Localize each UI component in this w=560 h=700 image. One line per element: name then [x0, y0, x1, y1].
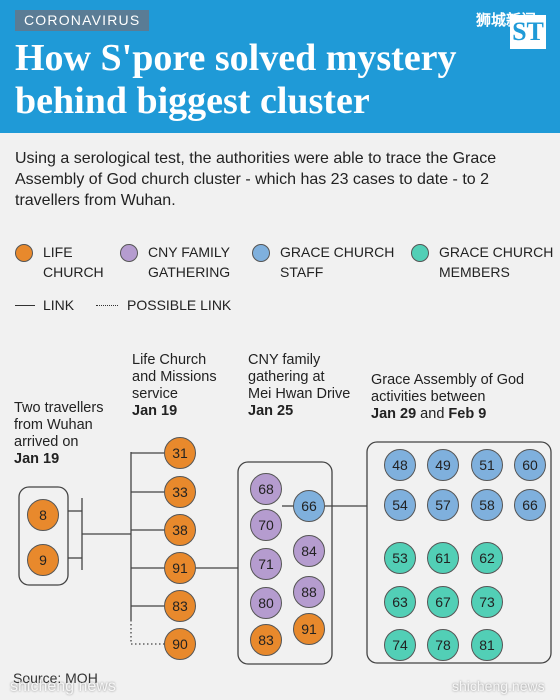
grace-staff-case-57-circle	[427, 489, 459, 521]
grace-member-case-67-circle	[427, 586, 459, 618]
cny-case-91-label: 91	[301, 621, 317, 637]
grace-staff-case-51-label: 51	[479, 457, 495, 473]
grace-staff-case-58-label: 58	[479, 497, 495, 513]
cny-case-68-circle	[250, 473, 282, 505]
cny-case-68-label: 68	[258, 481, 274, 497]
grace-staff-case-57-label: 57	[435, 497, 451, 513]
grace-member-case-62-circle	[471, 542, 503, 574]
cny-staff-case-66-circle	[293, 490, 325, 522]
stage-grace-label: Grace Assembly of God activities between …	[371, 372, 525, 422]
watermark-left: shicheng news	[10, 678, 116, 695]
grace-member-case-73-circle	[471, 586, 503, 618]
grace-staff-case-58-circle	[471, 489, 503, 521]
grace-staff-case-48-circle	[384, 449, 416, 481]
grace-staff-legend-icon	[252, 244, 270, 262]
cny-case-71-label: 71	[258, 556, 274, 572]
grace-staff-case-48-label: 48	[392, 457, 408, 473]
legend-grace-members: GRACE CHURCH MEMBERS	[439, 244, 554, 280]
case-8-circle	[27, 499, 59, 531]
stage-life-church-label: Life Church and Missions service Jan 19	[132, 352, 217, 419]
grace-member-case-74-label: 74	[392, 637, 408, 653]
cny-case-70-circle	[250, 509, 282, 541]
legend-cny-family: CNY FAMILY GATHERING	[148, 244, 231, 280]
life-church-case-38-label: 38	[172, 522, 188, 538]
case-8-label: 8	[39, 507, 47, 523]
intro-text: Using a serological test, the authoritie…	[15, 150, 497, 209]
grace-box	[366, 441, 552, 664]
life-church-case-90-label: 90	[172, 636, 188, 652]
cny-case-83-circle	[250, 624, 282, 656]
link-line-icon	[15, 305, 35, 306]
grace-staff-case-66-label: 66	[522, 497, 538, 513]
grace-member-case-73-label: 73	[479, 594, 495, 610]
legend-grace-staff: GRACE CHURCH STAFF	[280, 244, 395, 280]
cny-case-70-label: 70	[258, 517, 274, 533]
grace-staff-case-54-circle	[384, 489, 416, 521]
grace-member-case-62-label: 62	[479, 550, 495, 566]
life-church-case-90-circle	[164, 628, 196, 660]
grace-member-case-61-circle	[427, 542, 459, 574]
cny-case-84-label: 84	[301, 543, 317, 559]
grace-member-case-78-label: 78	[435, 637, 451, 653]
case-9-label: 9	[39, 552, 47, 568]
grace-staff-case-51-circle	[471, 449, 503, 481]
grace-member-case-53-circle	[384, 542, 416, 574]
life-church-case-83-label: 83	[172, 598, 188, 614]
cny-staff-case-66-label: 66	[301, 498, 317, 514]
grace-member-case-81-circle	[471, 629, 503, 661]
life-church-case-38-circle	[164, 514, 196, 546]
grace-staff-case-60-label: 60	[522, 457, 538, 473]
section-tag: CORONAVIRUS	[15, 10, 150, 31]
life-church-case-33-label: 33	[172, 484, 188, 500]
grace-member-case-74-circle	[384, 629, 416, 661]
stage-travellers-label: Two travellers from Wuhan arrived on Jan 1…	[14, 400, 104, 467]
st-logo: ST	[510, 15, 546, 49]
grace-member-case-61-label: 61	[435, 550, 451, 566]
grace-member-case-63-circle	[384, 586, 416, 618]
source-note: Source: MOH	[13, 670, 98, 686]
grace-member-case-53-label: 53	[392, 550, 408, 566]
headline: How S'pore solved mystery behind biggest…	[15, 37, 457, 122]
cny-case-88-label: 88	[301, 584, 317, 600]
travellers-box	[18, 486, 69, 586]
grace-staff-case-66-circle	[514, 489, 546, 521]
life-church-case-31-label: 31	[172, 445, 188, 461]
life-church-case-91-circle	[164, 552, 196, 584]
life-church-case-83-circle	[164, 590, 196, 622]
header-banner: CORONAVIRUS How S'pore solved mystery be…	[0, 0, 560, 133]
cny-case-91-circle	[293, 613, 325, 645]
cny-box	[237, 461, 333, 665]
cny-case-71-circle	[250, 548, 282, 580]
grace-staff-case-54-label: 54	[392, 497, 408, 513]
grace-member-case-81-label: 81	[479, 637, 495, 653]
cny-case-88-circle	[293, 576, 325, 608]
life-church-case-91-label: 91	[172, 560, 188, 576]
legend-link: LINK	[43, 297, 75, 313]
cny-case-83-label: 83	[258, 632, 274, 648]
cny-case-80-circle	[250, 587, 282, 619]
case-9-circle	[27, 544, 59, 576]
cny-case-84-circle	[293, 535, 325, 567]
legend-life-church: LIFE CHURCH	[43, 244, 104, 280]
grace-staff-case-60-circle	[514, 449, 546, 481]
grace-member-case-63-label: 63	[392, 594, 408, 610]
life-church-legend-icon	[15, 244, 33, 262]
grace-members-legend-icon	[411, 244, 429, 262]
grace-staff-case-49-circle	[427, 449, 459, 481]
life-church-case-33-circle	[164, 476, 196, 508]
legend-possible-link: POSSIBLE LINK	[127, 297, 232, 313]
grace-staff-case-49-label: 49	[435, 457, 451, 473]
life-church-case-31-circle	[164, 437, 196, 469]
possible-link-line-icon	[96, 305, 118, 306]
watermark-right: shicheng.news	[452, 678, 545, 694]
cny-case-80-label: 80	[258, 595, 274, 611]
grace-member-case-67-label: 67	[435, 594, 451, 610]
grace-member-case-78-circle	[427, 629, 459, 661]
stage-cny-label: CNY family gathering at Mei Hwan Drive Jan…	[248, 352, 351, 419]
cny-family-legend-icon	[120, 244, 138, 262]
